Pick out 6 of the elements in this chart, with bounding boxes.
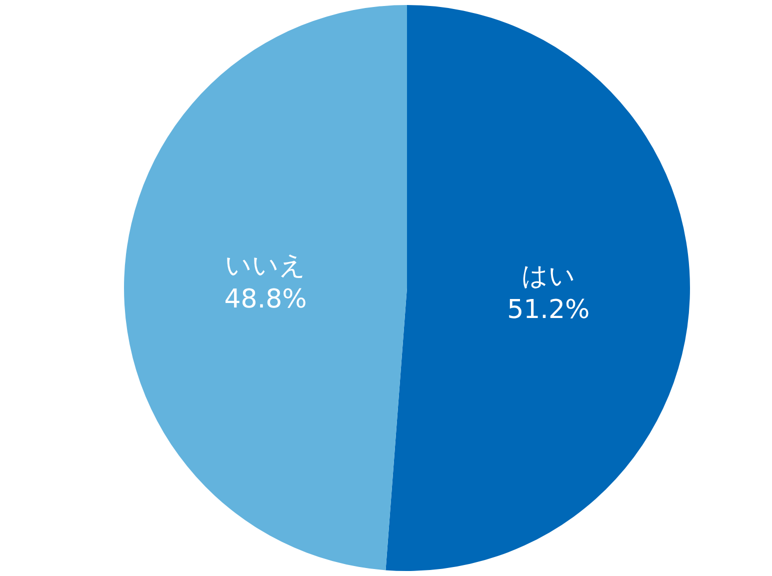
data-label: 48.8% bbox=[224, 284, 307, 315]
slice-label: はい bbox=[521, 261, 576, 292]
data-label: 51.2% bbox=[507, 295, 590, 326]
pie-slice bbox=[124, 5, 407, 570]
pie-slice bbox=[386, 5, 690, 571]
slice-label: いいえ bbox=[225, 250, 306, 281]
